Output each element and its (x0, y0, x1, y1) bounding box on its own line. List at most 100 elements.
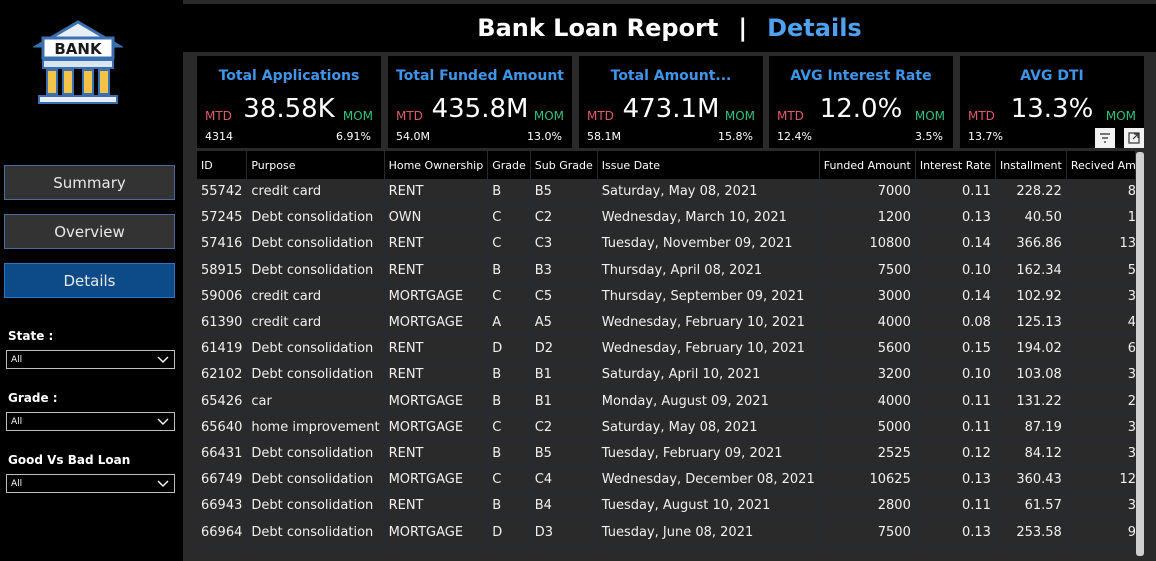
table-cell: OWN (384, 204, 489, 232)
table-row[interactable]: 62102 Debt consolidation RENT B B1 Saturday, … (197, 361, 1135, 389)
kpi-title: AVG DTI (1020, 68, 1084, 84)
table-row[interactable]: 59006 credit card MORTGAGE C C5 Thursday, Sep… (197, 283, 1135, 310)
table-cell: C (487, 230, 531, 258)
table-scrollbar[interactable] (1136, 152, 1144, 556)
column-header-id[interactable]: ID (197, 151, 248, 179)
kpi-mtd-label: MTD (587, 109, 614, 123)
kpi-value: 13.3% (1010, 94, 1094, 124)
table-cell: 55742 (197, 179, 248, 206)
bank-logo-icon: BANK (33, 20, 123, 104)
table-cell: credit card (246, 179, 385, 206)
table-cell: MORTGAGE (384, 388, 489, 415)
filter-icon[interactable] (1095, 128, 1115, 148)
table-cell: D (487, 335, 531, 363)
table-cell: 57245 (197, 204, 248, 232)
column-header-sub-grade[interactable]: Sub Grade (530, 151, 598, 179)
table-cell: Debt consolidation (246, 361, 385, 389)
kpi-mom-label: MOM (724, 109, 755, 123)
table-cell: D (487, 518, 531, 546)
table-cell: 0.12 (915, 440, 996, 468)
table-cell: 0.08 (915, 309, 996, 337)
table-row[interactable]: 57416 Debt consolidation RENT C C3 Tuesday, N… (197, 230, 1135, 258)
grade-filter-dropdown[interactable]: All (6, 412, 175, 431)
column-header-purpose[interactable]: Purpose (246, 151, 385, 179)
table-cell: 61390 (197, 309, 248, 337)
column-header-issue-date[interactable]: Issue Date (597, 151, 820, 179)
table-cell: 0.13 (915, 518, 996, 546)
table-cell: B3 (530, 257, 598, 284)
loan-quality-filter-dropdown[interactable]: All (6, 474, 175, 493)
column-header-interest-rate[interactable]: Interest Rate (915, 151, 996, 179)
table-cell: MORTGAGE (384, 283, 489, 310)
kpi-mom-label: MOM (914, 109, 945, 123)
kpi-mom-value: 3.5% (915, 130, 943, 143)
table-row[interactable]: 55742 credit card RENT B B5 Saturday, May 08,… (197, 179, 1135, 206)
kpi-mom-value: 6.91% (336, 130, 371, 143)
grade-filter-label: Grade : (8, 391, 58, 405)
table-scrollbar-thumb[interactable] (1136, 152, 1144, 556)
table-cell: 125.13 (995, 309, 1067, 337)
kpi-mom-label: MOM (1105, 109, 1136, 123)
kpi-mom-value: 15.8% (718, 130, 753, 143)
column-header-home-ownership[interactable]: Home Ownership (384, 151, 489, 179)
table-cell: 3028 (1066, 440, 1135, 468)
kpi-card-total-applications[interactable]: Total Applications MTD 38.58K MOM 4314 6… (197, 56, 381, 148)
table-row[interactable]: 66749 Debt consolidation MORTGAGE C C4 Wednes… (197, 466, 1135, 494)
table-cell: 102.92 (995, 283, 1067, 310)
state-filter-dropdown[interactable]: All (6, 350, 175, 369)
table-cell: Tuesday, June 08, 2021 (597, 518, 820, 546)
table-cell: 61419 (197, 335, 248, 363)
table-row[interactable]: 66943 Debt consolidation RENT B B4 Tuesday, A… (197, 492, 1135, 520)
kpi-value: 38.58K (243, 94, 335, 124)
table-cell: 5844 (1066, 257, 1135, 284)
table-row[interactable]: 61390 credit card MORTGAGE A A5 Wednesday, Fe… (197, 309, 1135, 337)
table-cell: Tuesday, August 10, 2021 (597, 492, 820, 520)
table-row[interactable]: 57245 Debt consolidation OWN C C2 Wednesday, … (197, 204, 1135, 232)
table-cell: C (487, 414, 531, 441)
table-cell: RENT (384, 492, 489, 520)
table-cell: 0.11 (915, 492, 996, 520)
table-cell: RENT (384, 361, 489, 389)
table-cell: RENT (384, 179, 489, 206)
table-row[interactable]: 66431 Debt consolidation RENT B B5 Tuesday, F… (197, 440, 1135, 468)
grade-filter-value: All (11, 416, 23, 427)
nav-summary-button[interactable]: Summary (4, 165, 175, 200)
table-cell: B5 (530, 440, 598, 468)
column-header-funded-amount[interactable]: Funded Amount (819, 151, 916, 179)
table-cell: 7000 (819, 179, 916, 206)
table-cell: Debt consolidation (246, 335, 385, 363)
table-cell: 3144 (1066, 492, 1135, 520)
kpi-card-avg-interest-rate[interactable]: AVG Interest Rate MTD 12.0% MOM 12.4% 3.… (769, 56, 953, 148)
table-cell: 0.11 (915, 179, 996, 206)
state-filter-value: All (11, 354, 23, 365)
nav-overview-button[interactable]: Overview (4, 214, 175, 249)
focus-mode-icon[interactable] (1124, 128, 1144, 148)
column-header-received-amount[interactable]: Recived Amount (1066, 151, 1135, 179)
table-cell: B5 (530, 179, 598, 206)
column-header-installment[interactable]: Installment (995, 151, 1067, 179)
nav-overview-label: Overview (54, 222, 125, 241)
table-cell: Debt consolidation (246, 492, 385, 520)
kpi-card-total-funded-amount[interactable]: Total Funded Amount MTD 435.8M MOM 54.0M… (388, 56, 572, 148)
table-cell: B (487, 179, 531, 206)
kpi-mtd-value: 13.7% (968, 130, 1003, 143)
kpi-card-total-amount-received[interactable]: Total Amount... MTD 473.1M MOM 58.1M 15.… (579, 56, 763, 148)
table-row[interactable]: 65426 car MORTGAGE B B1 Monday, August 09, 20… (197, 388, 1135, 415)
table-cell: car (246, 388, 385, 415)
kpi-title: Total Amount... (610, 68, 732, 84)
table-cell: C (487, 283, 531, 310)
table-row[interactable]: 58915 Debt consolidation RENT B B3 Thursday, … (197, 257, 1135, 284)
table-cell: 2800 (819, 492, 916, 520)
table-row[interactable]: 66964 Debt consolidation MORTGAGE D D3 Tuesda… (197, 518, 1135, 546)
table-cell: 228.22 (995, 179, 1067, 206)
column-header-grade[interactable]: Grade (487, 151, 531, 179)
table-row[interactable]: 61419 Debt consolidation RENT D D2 Wednesday,… (197, 335, 1135, 363)
table-cell: 65640 (197, 414, 248, 441)
table-cell: 1200 (819, 204, 916, 232)
table-row[interactable]: 65640 home improvement MORTGAGE C C2 Saturday… (197, 414, 1135, 441)
nav-details-button[interactable]: Details (4, 263, 175, 298)
loan-details-table[interactable]: ID Purpose Home Ownership Grade Sub Grad… (197, 151, 1135, 558)
kpi-card-avg-dti[interactable]: AVG DTI MTD 13.3% MOM 13.7% (960, 56, 1144, 148)
kpi-mom-label: MOM (342, 109, 373, 123)
table-cell: 6475 (1066, 335, 1135, 363)
